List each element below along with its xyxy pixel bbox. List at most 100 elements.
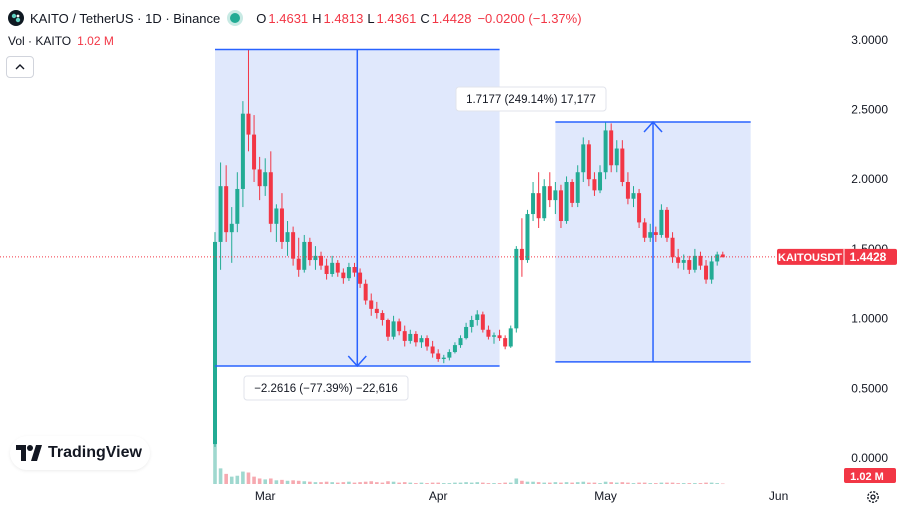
volume-bar bbox=[698, 483, 703, 484]
volume-bar bbox=[592, 482, 597, 484]
volume-legend-label: Vol · KAITO bbox=[8, 34, 72, 48]
volume-bar bbox=[603, 481, 608, 484]
candle-body bbox=[419, 338, 424, 343]
volume-bar bbox=[503, 482, 507, 484]
volume-tag-bg bbox=[844, 468, 896, 483]
candle-body bbox=[564, 181, 569, 222]
candle-body bbox=[240, 113, 245, 189]
volume-tag: 1.02 M bbox=[844, 468, 896, 483]
candle-body bbox=[257, 169, 262, 187]
symbol-title[interactable]: KAITO / TetherUS · 1D · Binance bbox=[30, 10, 221, 26]
candle-body bbox=[653, 232, 658, 235]
candle-body bbox=[285, 232, 290, 242]
candle-body bbox=[296, 258, 301, 270]
tradingview-logo[interactable]: TradingView bbox=[10, 436, 150, 470]
volume-bar bbox=[436, 482, 440, 484]
candle-body bbox=[458, 338, 463, 346]
volume-bar bbox=[720, 483, 725, 485]
volume-bar bbox=[598, 483, 602, 484]
volume-bar bbox=[414, 483, 418, 484]
volume-bar bbox=[229, 476, 234, 484]
candle-body bbox=[335, 262, 340, 273]
measure-label-up-bg bbox=[455, 86, 607, 112]
volume-bar bbox=[302, 481, 307, 484]
volume-bar bbox=[241, 471, 245, 484]
candle-body bbox=[631, 193, 636, 199]
candle-body bbox=[603, 130, 608, 173]
volume-bar bbox=[642, 482, 647, 484]
volume-bar bbox=[296, 480, 301, 484]
volume-bar bbox=[570, 482, 574, 484]
candle-body bbox=[598, 172, 603, 191]
volume-bar bbox=[626, 482, 630, 484]
candle-body bbox=[363, 283, 368, 301]
volume-bar bbox=[419, 482, 424, 484]
candle-body bbox=[235, 188, 240, 224]
candle-body bbox=[503, 338, 508, 347]
candle-body bbox=[525, 214, 530, 261]
price-tick-label: 0.5000 bbox=[851, 381, 888, 395]
candle-body bbox=[430, 346, 435, 354]
candle-body bbox=[681, 260, 686, 263]
measure-label-down: −2.2616 (−77.39%) −22,616 bbox=[243, 375, 409, 401]
volume-bar bbox=[497, 483, 502, 484]
volume-bar bbox=[213, 437, 217, 484]
last-price-tag: KAITOUSDT 1.4428 bbox=[777, 248, 897, 265]
price-tick-label: 3.0000 bbox=[851, 33, 888, 47]
candles bbox=[213, 49, 725, 447]
candle-body bbox=[664, 209, 669, 238]
volume-bar bbox=[425, 483, 429, 484]
candle-body bbox=[497, 335, 502, 339]
candle-body bbox=[547, 186, 552, 201]
volume-bar bbox=[324, 481, 329, 484]
candle-body bbox=[341, 272, 346, 279]
kaito-logo-icon bbox=[8, 10, 24, 26]
candle-body bbox=[302, 241, 307, 270]
volume-legend[interactable]: Vol · KAITO 1.02 M bbox=[8, 34, 114, 48]
volume-bar bbox=[715, 483, 719, 484]
collapse-legend-button[interactable] bbox=[6, 56, 34, 78]
gear-icon[interactable] bbox=[866, 490, 880, 504]
candle-body bbox=[514, 248, 519, 329]
candle-body bbox=[709, 261, 714, 280]
candle-body bbox=[408, 333, 413, 341]
volume-bar bbox=[391, 481, 396, 484]
volume-bar bbox=[536, 482, 541, 484]
market-status-icon bbox=[230, 13, 241, 23]
measure-arrows bbox=[215, 48, 751, 368]
candle-body bbox=[570, 181, 575, 203]
candle-body bbox=[313, 255, 318, 261]
volume-bar bbox=[447, 483, 452, 484]
volume-bar bbox=[587, 482, 591, 484]
volume-bar bbox=[352, 482, 357, 484]
candle-body bbox=[698, 255, 703, 266]
candle-body bbox=[670, 237, 675, 258]
volume-bar bbox=[681, 483, 686, 484]
candle-body bbox=[268, 172, 273, 224]
candle-body bbox=[425, 338, 430, 347]
volume-bar bbox=[548, 482, 552, 484]
candle-body bbox=[380, 313, 385, 320]
candle-body bbox=[279, 208, 284, 242]
measure-label-down-text: −2.2616 (−77.39%) −22,616 bbox=[254, 383, 398, 395]
high-value: 1.4813 bbox=[323, 10, 364, 26]
candle-body bbox=[519, 248, 524, 261]
candle-body bbox=[374, 308, 379, 314]
candle-body bbox=[475, 314, 480, 320]
volume-bar bbox=[252, 476, 256, 484]
volume-bar bbox=[709, 482, 714, 484]
candle-body bbox=[553, 190, 558, 201]
time-tick-label: May bbox=[594, 489, 617, 503]
volume-tag-label: 1.02 M bbox=[850, 471, 884, 483]
volume-bar bbox=[291, 480, 295, 484]
candle-body bbox=[637, 193, 642, 223]
candle-body bbox=[436, 353, 441, 360]
time-tick-label: Mar bbox=[255, 489, 276, 503]
candle-body bbox=[352, 267, 357, 273]
candle-body bbox=[687, 260, 692, 270]
volume-bar bbox=[375, 482, 379, 484]
candle-body bbox=[291, 232, 296, 259]
volume-bar bbox=[609, 482, 613, 484]
high-label: H bbox=[312, 10, 322, 26]
